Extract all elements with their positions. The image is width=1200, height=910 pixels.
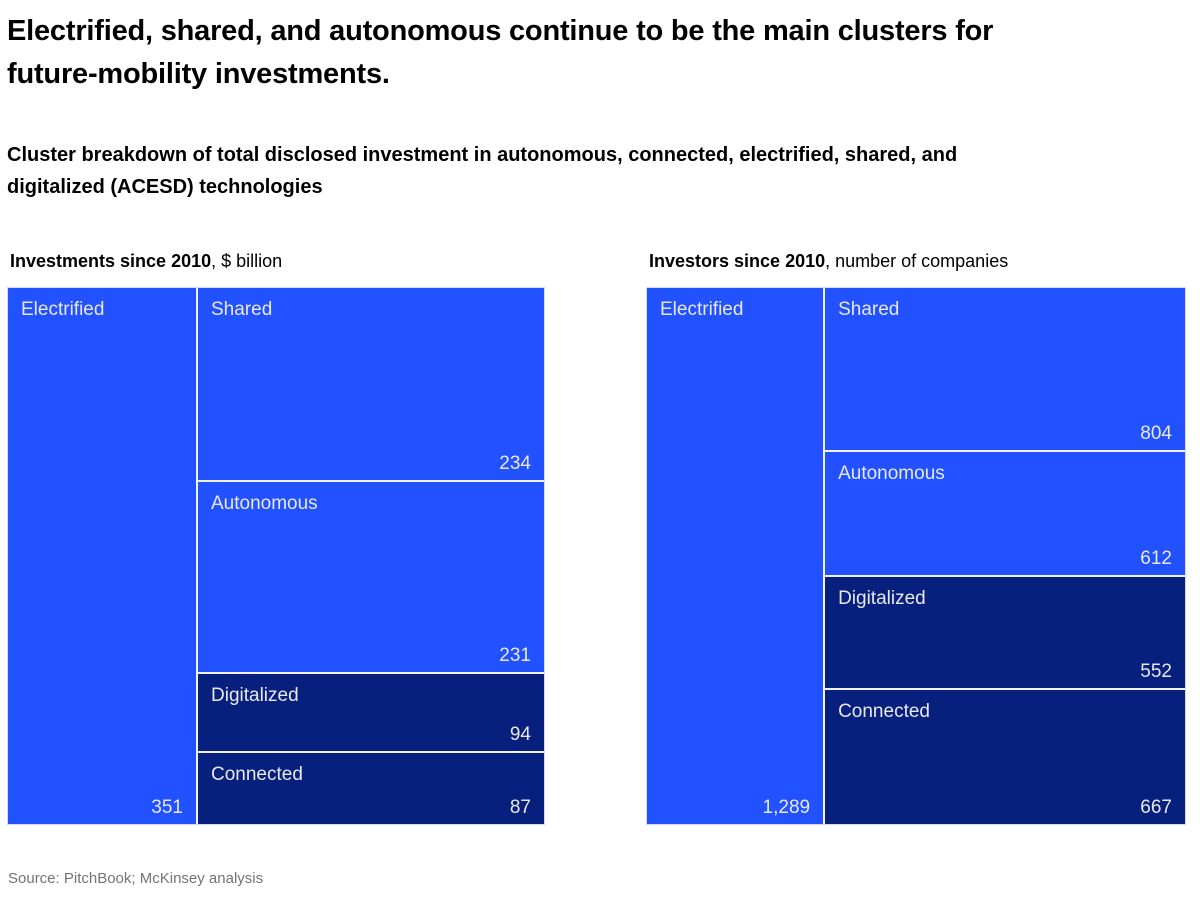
treemap-cell-electrified: Electrified 1,289 [647, 288, 824, 824]
treemap-cell-connected: Connected 667 [825, 689, 1185, 824]
cell-value: 234 [499, 452, 531, 474]
investments-chart-title-bold: Investments since 2010 [10, 251, 212, 271]
cell-label: Shared [838, 299, 900, 320]
cell-value: 804 [1140, 422, 1172, 444]
cell-label: Electrified [21, 299, 105, 320]
investors-chart-title: Investors since 2010, number of companie… [646, 250, 1186, 272]
exhibit-subtitle-line2: digitalized (ACESD) technologies [7, 176, 323, 198]
exhibit-title-line2: future-mobility investments. [7, 58, 390, 90]
cell-value: 87 [509, 797, 531, 818]
treemap-cell-connected: Connected 87 [198, 752, 544, 824]
cell-label: Connected [211, 763, 303, 785]
treemap-cell-autonomous: Autonomous 231 [198, 481, 544, 672]
investors-chart-title-bold: Investors since 2010 [649, 251, 826, 271]
treemap-cell-shared: Shared 234 [198, 288, 544, 480]
cell-value: 552 [1140, 660, 1172, 682]
investments-chart-title-unit: , $ billion [211, 251, 283, 271]
investors-chart-title-unit: , number of companies [825, 251, 1009, 271]
cell-label: Shared [211, 299, 273, 320]
treemap-cell-digitalized: Digitalized 94 [198, 673, 544, 751]
investors-chart-group: Investors since 2010, number of companie… [646, 250, 1186, 825]
investments-chart-group: Investments since 2010, $ billion Electr… [7, 250, 545, 825]
cell-value: 351 [151, 797, 183, 818]
cell-label: Connected [838, 700, 930, 722]
exhibit-title-line1: Electrified, shared, and autonomous cont… [7, 15, 994, 47]
cell-label: Digitalized [211, 684, 299, 706]
cell-value: 94 [509, 723, 531, 745]
cell-value: 231 [499, 644, 531, 666]
source-note: Source: PitchBook; McKinsey analysis [8, 870, 264, 887]
cell-label: Autonomous [838, 462, 945, 484]
treemap-right-column: Shared 804 Autonomous 612 Digitalized 55… [825, 288, 1185, 824]
exhibit-subtitle-line1: Cluster breakdown of total disclosed inv… [7, 144, 958, 166]
cell-value: 1,289 [762, 797, 811, 818]
treemap-cell-autonomous: Autonomous 612 [825, 451, 1185, 575]
cell-label: Digitalized [838, 587, 926, 609]
treemap-right-column: Shared 234 Autonomous 231 Digitalized 94… [198, 288, 544, 824]
cell-label: Autonomous [211, 492, 318, 514]
treemap-cell-digitalized: Digitalized 552 [825, 576, 1185, 688]
treemap-cell-electrified: Electrified 351 [8, 288, 196, 824]
cell-value: 667 [1140, 797, 1172, 818]
cell-label: Electrified [660, 299, 744, 320]
treemap-cell-shared: Shared 804 [825, 288, 1185, 450]
exhibit-title: Electrified, shared, and autonomous cont… [7, 10, 993, 96]
investments-chart-title: Investments since 2010, $ billion [7, 250, 545, 272]
exhibit-subtitle: Cluster breakdown of total disclosed inv… [7, 139, 957, 203]
treemap-investments: Electrified 351 Shared 234 Autonomous 23… [7, 287, 545, 825]
treemap-investors: Electrified 1,289 Shared 804 Autonomous … [646, 287, 1186, 825]
cell-value: 612 [1140, 547, 1172, 569]
